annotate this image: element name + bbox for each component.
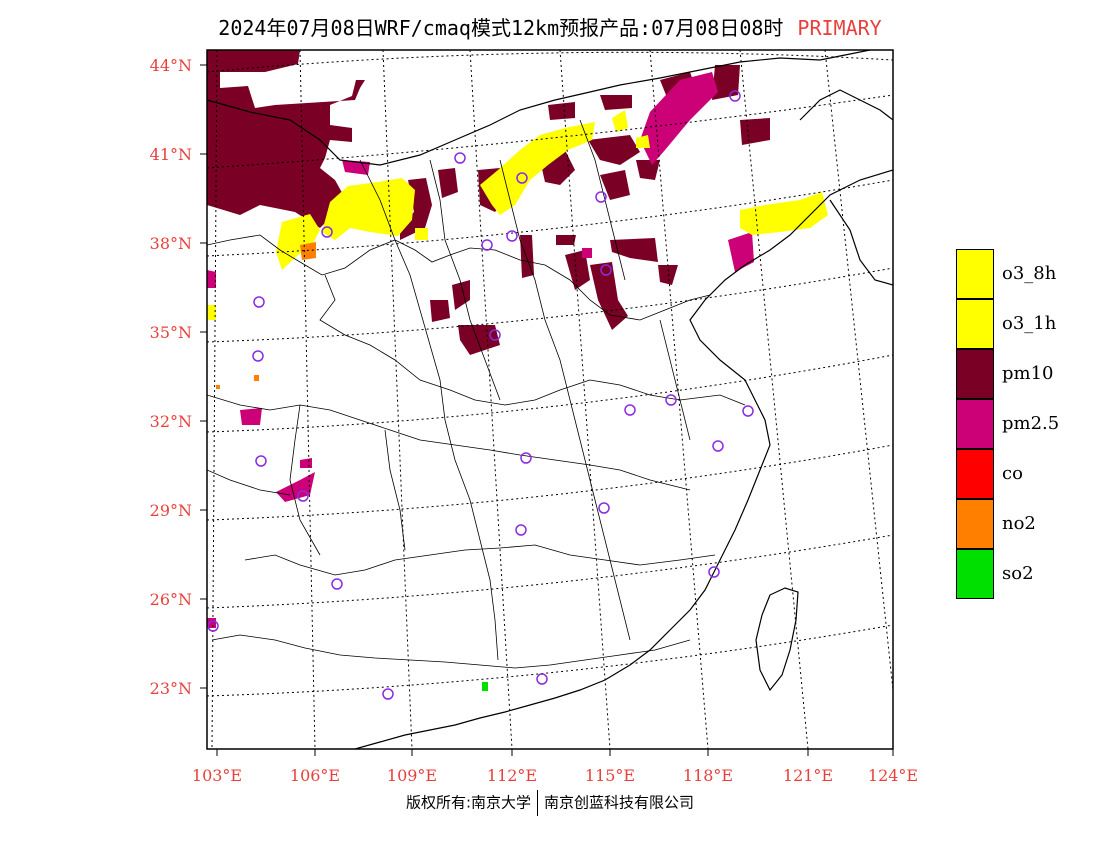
legend-swatch-o3-8h	[956, 249, 994, 299]
legend-swatch-o3-1h	[956, 299, 994, 349]
national-border-coast	[207, 50, 893, 749]
footer-right: 南京创蓝科技有限公司	[544, 793, 695, 812]
legend-swatch-pm25	[956, 399, 994, 449]
legend-label-o3-1h: o3_1h	[1002, 313, 1057, 334]
lon-label-121: 121°E	[782, 766, 834, 785]
axis-ticks	[200, 64, 894, 756]
legend-swatch-no2	[956, 499, 994, 549]
legend-swatch-pm10	[956, 349, 994, 399]
legend-label-so2: so2	[1002, 563, 1034, 584]
province-boundaries	[207, 119, 746, 669]
footer-left: 版权所有:南京大学	[405, 793, 532, 812]
map-title: 2024年07月08日WRF/cmaq模式12km预报产品:07月08日08时 P…	[0, 12, 1100, 41]
lat-label-35: 35°N	[149, 323, 192, 342]
graticule	[207, 50, 893, 749]
legend-swatch-so2	[956, 549, 994, 599]
legend-swatch-co	[956, 449, 994, 499]
title-text: 2024年07月08日WRF/cmaq模式12km预报产品:07月08日08时	[218, 16, 784, 40]
lon-label-106: 106°E	[289, 766, 341, 785]
lon-label-118: 118°E	[682, 766, 734, 785]
legend-label-co: co	[1002, 463, 1023, 484]
lat-label-32: 32°N	[149, 412, 192, 431]
footer-separator	[537, 790, 539, 816]
legend-label-no2: no2	[1002, 513, 1036, 534]
map-frame	[206, 49, 894, 750]
lon-label-109: 109°E	[386, 766, 438, 785]
lon-label-103: 103°E	[191, 766, 243, 785]
lat-label-38: 38°N	[149, 234, 192, 253]
lon-label-115: 115°E	[584, 766, 636, 785]
so2-spots	[482, 682, 488, 691]
lat-label-41: 41°N	[149, 145, 192, 164]
lat-label-23: 23°N	[149, 679, 192, 698]
legend-label-pm10: pm10	[1002, 363, 1054, 384]
lon-label-124: 124°E	[867, 766, 919, 785]
legend-label-pm25: pm2.5	[1002, 413, 1060, 434]
o3-regions	[207, 110, 828, 320]
lat-label-26: 26°N	[149, 590, 192, 609]
title-tag: PRIMARY	[797, 16, 882, 40]
lon-label-112: 112°E	[486, 766, 538, 785]
station-markers	[207, 90, 754, 700]
no2-spots	[216, 242, 316, 389]
lat-label-44: 44°N	[149, 56, 192, 75]
lat-label-29: 29°N	[149, 501, 192, 520]
legend-label-o3-8h: o3_8h	[1002, 263, 1057, 284]
copyright-footer: 版权所有:南京大学 南京创蓝科技有限公司	[0, 790, 1100, 816]
